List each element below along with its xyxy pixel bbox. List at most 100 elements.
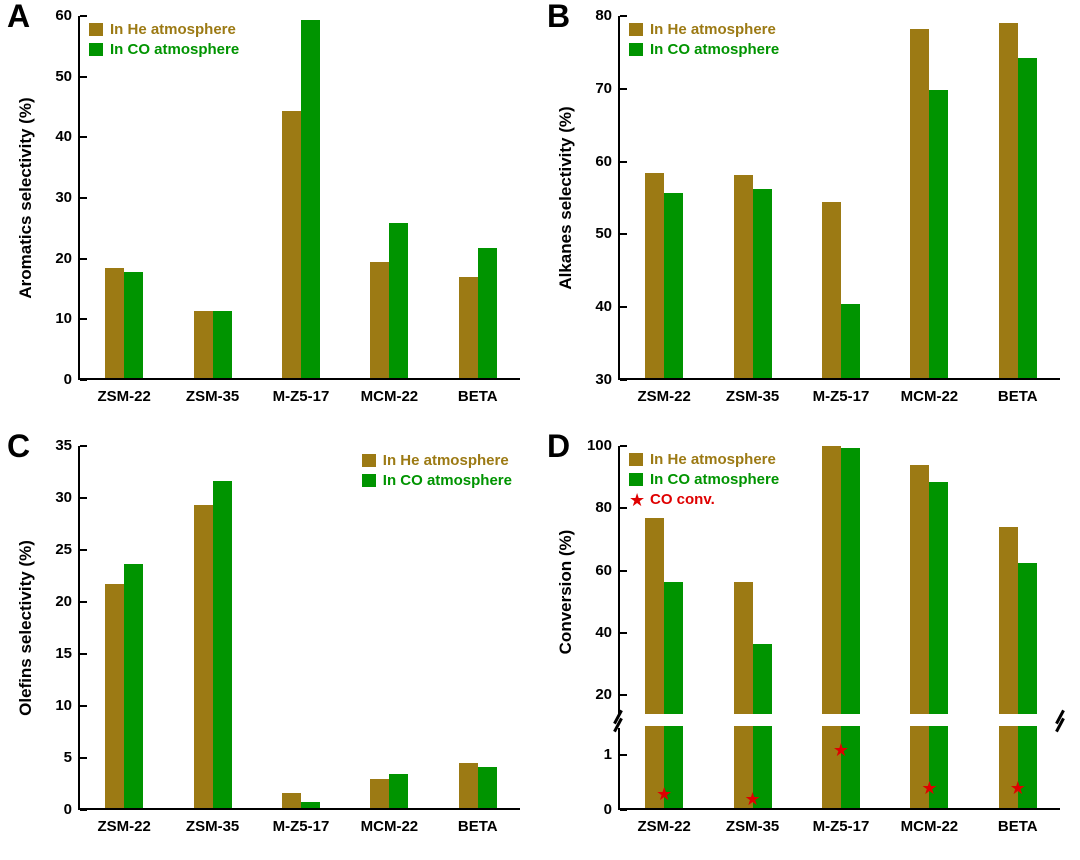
y-tick [620, 445, 627, 447]
bar-co-M-Z5-17 [841, 447, 860, 714]
panel-A: A Aromatics selectivity (%) 0 10 20 30 40 50 6… [0, 0, 540, 430]
legend-item: In He atmosphere [629, 21, 779, 38]
x-category-label: MCM-22 [900, 818, 959, 835]
y-tick [620, 569, 627, 572]
co-conversion-star-MCM-22: ★ [921, 778, 938, 799]
y-tick [620, 233, 627, 236]
bar-co-ZSM-35 [212, 481, 232, 808]
bar-he-ZSM-22 [105, 267, 125, 378]
legend: In He atmosphere In CO atmosphere ★ CO conv… [629, 451, 780, 509]
bar-co-M-Z5-17 [301, 20, 320, 378]
bar-co-M-Z5-17 [301, 801, 320, 808]
y-tick [620, 507, 627, 510]
legend: In He atmosphere In CO atmosphere [629, 21, 779, 58]
bar-he-MCM-22 [910, 726, 930, 808]
co-series-swatch [629, 473, 643, 486]
legend: In He atmosphere In CO atmosphere [89, 21, 239, 58]
bar-co-BETA [1017, 562, 1037, 714]
y-axis-title-B: Alkanes selectivity (%) [556, 106, 575, 290]
panel-B: B Alkanes selectivity (%) 30 40 50 60 70 80 ZS… [540, 0, 1080, 430]
x-category-label: ZSM-35 [725, 818, 780, 835]
y-tick-label: 30 [595, 371, 612, 388]
x-category-label: BETA [997, 818, 1038, 835]
bar-he-ZSM-35 [733, 581, 753, 714]
bar-he-MCM-22 [910, 464, 930, 714]
legend-label: In He atmosphere [382, 452, 509, 469]
bar-he-BETA [458, 276, 478, 378]
y-tick [80, 318, 87, 321]
bar-co-ZSM-35 [752, 726, 772, 808]
x-category-label: MCM-22 [360, 818, 419, 835]
bar-he-M-Z5-17 [822, 726, 841, 808]
y-tick-label: 80 [595, 499, 612, 517]
y-tick-label: 10 [55, 310, 72, 328]
bar-he-ZSM-22 [645, 172, 665, 378]
y-tick [80, 445, 87, 447]
x-category-label: ZSM-22 [97, 818, 151, 835]
panel-letter-D: D [547, 428, 571, 464]
y-tick [80, 136, 87, 139]
bar-co-MCM-22 [929, 481, 949, 714]
bar-co-MCM-22 [929, 726, 949, 808]
y-tick-label: 30 [55, 189, 72, 206]
y-tick-label: 35 [55, 437, 72, 454]
bar-he-MCM-22 [370, 261, 390, 378]
bar-co-MCM-22 [929, 90, 949, 378]
y-tick [80, 705, 87, 707]
plot-area-D-upper: 20 40 60 80 100 In He atmosphere In CO atmosph… [587, 437, 1060, 714]
y-tick [80, 757, 87, 759]
y-tick-label: 80 [595, 7, 612, 24]
y-tick [620, 379, 627, 381]
co-series-swatch [361, 474, 376, 487]
y-tick-label: 20 [595, 686, 612, 704]
y-tick-label: 40 [595, 298, 612, 316]
bar-he-ZSM-22 [645, 517, 665, 714]
bar-co-M-Z5-17 [841, 303, 860, 378]
x-category-label: ZSM-35 [185, 388, 240, 405]
y-tick-label: 15 [55, 645, 72, 662]
legend: In He atmosphere In CO atmosphere [361, 452, 512, 489]
bar-he-BETA [998, 527, 1018, 714]
panel-D: D Conversion (%) 20 40 60 80 100 In He atmosp… [540, 428, 1080, 860]
bar-he-ZSM-35 [193, 310, 213, 378]
x-category-label: MCM-22 [360, 388, 419, 405]
legend-label: In He atmosphere [650, 21, 776, 38]
bar-co-ZSM-22 [124, 272, 144, 378]
y-tick [80, 197, 87, 199]
y-tick [620, 754, 627, 757]
he-series-swatch [629, 23, 643, 36]
legend-label: CO conv. [650, 491, 715, 508]
bar-co-M-Z5-17 [841, 726, 860, 808]
bar-co-BETA [1017, 57, 1037, 378]
legend-item: In He atmosphere [629, 451, 779, 468]
x-category-label: M-Z5-17 [812, 818, 870, 835]
y-tick [80, 549, 87, 551]
bar-he-MCM-22 [370, 778, 390, 808]
y-tick [80, 257, 87, 260]
legend-item: In CO atmosphere [361, 472, 512, 489]
co-series-swatch [629, 43, 643, 56]
x-category-label: ZSM-22 [97, 388, 151, 405]
co-conversion-star-M-Z5-17: ★ [832, 739, 850, 760]
y-tick [80, 75, 87, 78]
y-tick [620, 15, 627, 17]
bar-he-BETA [998, 22, 1018, 378]
plot-area-B: 30 40 50 60 70 80 ZSM-22 ZSM-35 M-Z5-17 MCM-22 BET… [595, 7, 1060, 405]
bar-he-M-Z5-17 [282, 793, 301, 808]
bar-co-ZSM-35 [752, 643, 772, 714]
x-category-label: BETA [997, 388, 1038, 405]
bar-he-M-Z5-17 [282, 111, 301, 378]
y-tick-label: 60 [55, 7, 72, 24]
y-tick-label: 20 [55, 249, 72, 267]
y-tick-label: 40 [55, 128, 72, 146]
x-category-label: M-Z5-17 [272, 818, 330, 835]
bar-he-ZSM-35 [733, 174, 753, 378]
plot-area-A: 0 10 20 30 40 50 60 ZSM-22 ZSM-35 M-Z5-17 MCM-22 BE… [55, 7, 520, 405]
he-series-swatch [361, 454, 376, 467]
bar-he-M-Z5-17 [822, 201, 841, 378]
legend-item: ★ CO conv. [629, 491, 779, 509]
legend-label: In CO atmosphere [650, 471, 780, 488]
y-tick [620, 809, 627, 811]
bar-co-ZSM-22 [124, 563, 144, 808]
